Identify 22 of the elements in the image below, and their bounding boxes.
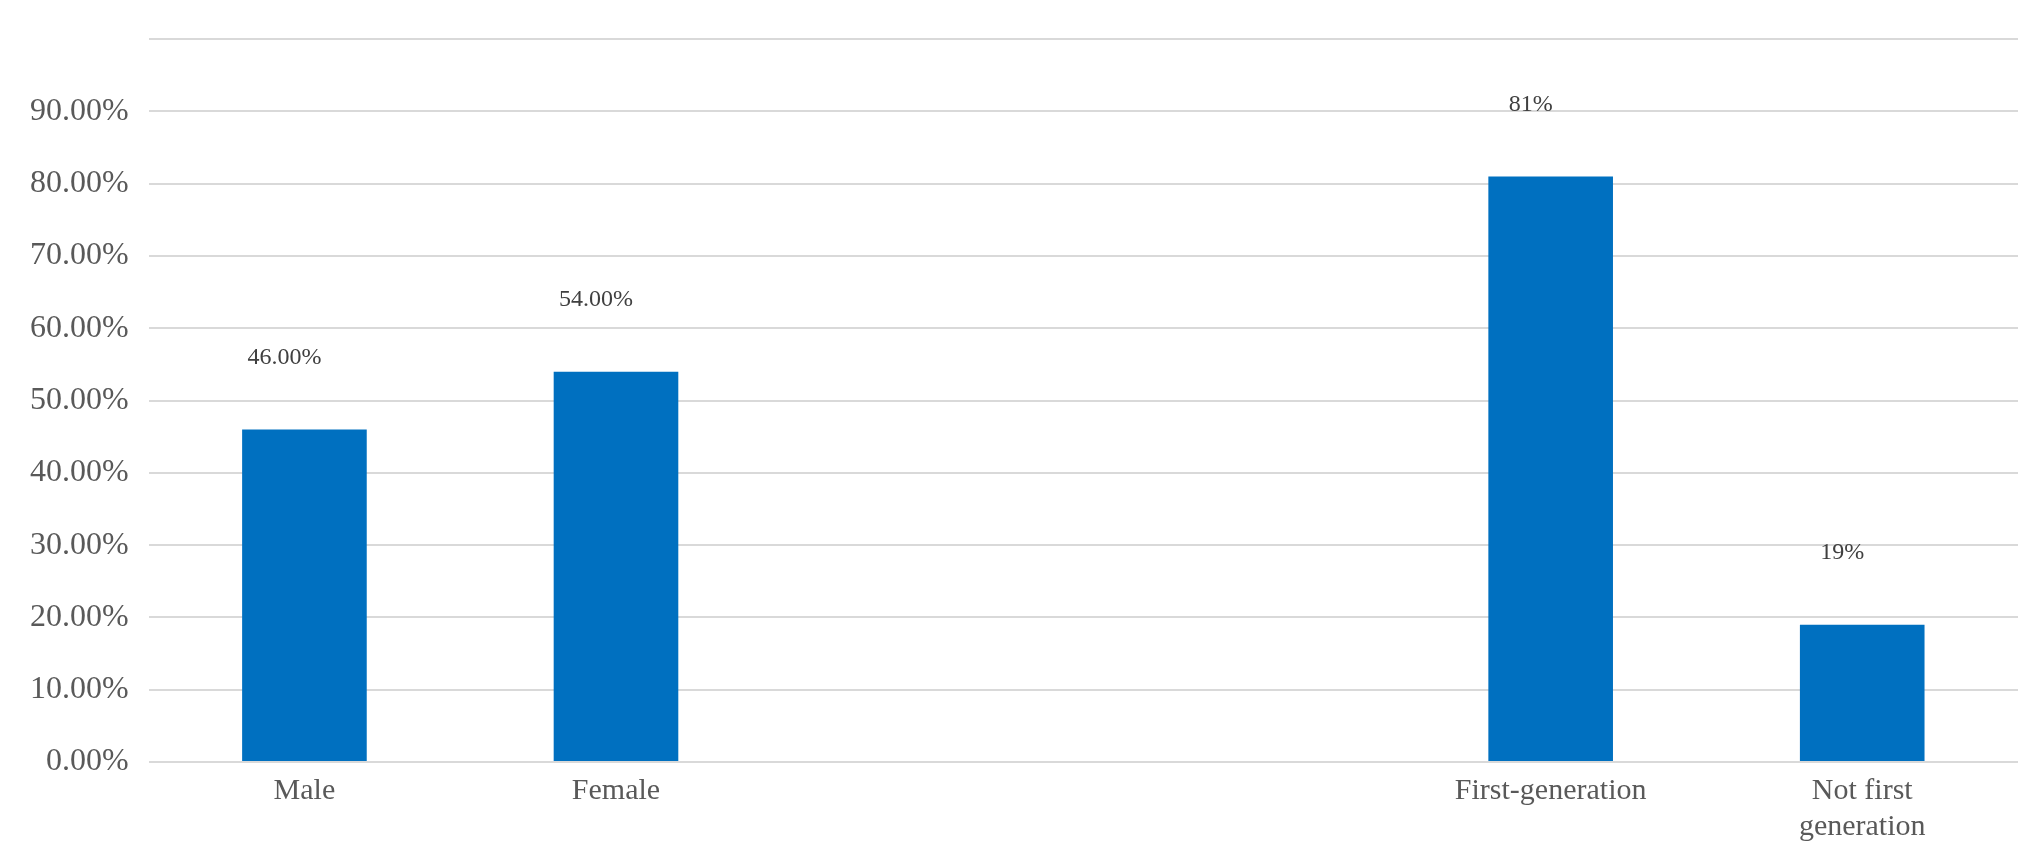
x-tick-label: Not first generation: [1798, 771, 1926, 841]
y-tick-label: 70.00%: [30, 235, 129, 272]
y-tick-label: 40.00%: [30, 452, 129, 489]
y-tick-label: 90.00%: [30, 90, 129, 127]
y-tick-label: 80.00%: [30, 163, 129, 200]
data-label: 54.00%: [558, 284, 633, 311]
y-tick-label: 10.00%: [30, 669, 129, 706]
x-tick-label: Female: [571, 771, 661, 805]
bar: [553, 371, 679, 761]
data-label: 19%: [1820, 537, 1865, 564]
y-tick-label: 0.00%: [46, 741, 129, 778]
bar: [1799, 624, 1925, 761]
data-label: 46.00%: [247, 342, 322, 369]
x-tick-label: Male: [273, 771, 336, 805]
y-tick-label: 30.00%: [30, 524, 129, 561]
data-label: 81%: [1508, 89, 1553, 116]
y-tick-label: 20.00%: [30, 596, 129, 633]
bar: [1488, 176, 1613, 761]
bar: [242, 429, 367, 761]
x-tick-label: First-generation: [1454, 771, 1647, 805]
y-tick-label: 50.00%: [30, 380, 129, 417]
y-tick-label: 60.00%: [30, 307, 129, 344]
